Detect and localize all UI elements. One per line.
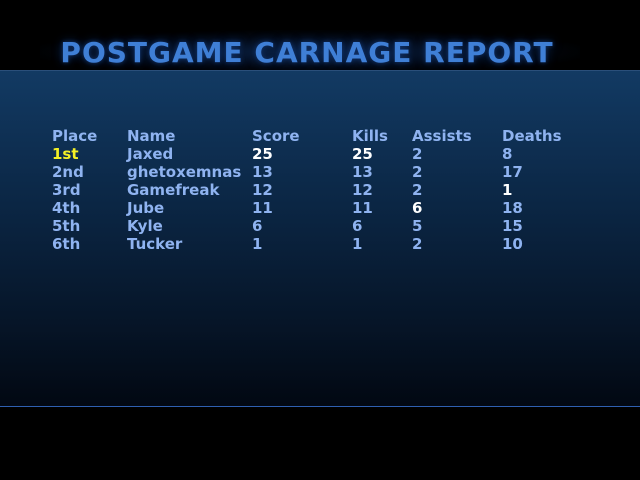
- table-row: 1st Jaxed 25 25 2 8: [52, 145, 612, 163]
- score-cell: 1: [252, 235, 263, 253]
- assists-cell: 2: [412, 181, 423, 199]
- score-cell: 11: [252, 199, 273, 217]
- header-kills: Kills: [352, 127, 388, 145]
- deaths-cell: 17: [502, 163, 523, 181]
- table-header-row: Place Name Score Kills Assists Deaths: [52, 127, 612, 145]
- kills-cell: 1: [352, 235, 363, 253]
- score-cell: 6: [252, 217, 263, 235]
- header-deaths: Deaths: [502, 127, 562, 145]
- kills-cell: 11: [352, 199, 373, 217]
- deaths-cell: 1: [502, 181, 513, 199]
- report-panel: [0, 70, 640, 407]
- header-score: Score: [252, 127, 300, 145]
- score-cell: 13: [252, 163, 273, 181]
- place-cell: 2nd: [52, 163, 84, 181]
- place-cell: 6th: [52, 235, 81, 253]
- deaths-cell: 18: [502, 199, 523, 217]
- carnage-report-table: Place Name Score Kills Assists Deaths 1s…: [52, 127, 612, 253]
- assists-cell: 5: [412, 217, 423, 235]
- table-row: 4th Jube 11 11 6 18: [52, 199, 612, 217]
- table-row: 3rd Gamefreak 12 12 2 1: [52, 181, 612, 199]
- player-name-cell: Jaxed: [127, 145, 174, 163]
- player-name-cell: ghetoxemnas: [127, 163, 242, 181]
- player-name-cell: Gamefreak: [127, 181, 220, 199]
- score-cell: 12: [252, 181, 273, 199]
- table-row: 6th Tucker 1 1 2 10: [52, 235, 612, 253]
- player-name-cell: Jube: [127, 199, 165, 217]
- header-assists: Assists: [412, 127, 472, 145]
- kills-cell: 6: [352, 217, 363, 235]
- assists-cell: 2: [412, 235, 423, 253]
- deaths-cell: 15: [502, 217, 523, 235]
- page-title: POSTGAME CARNAGE REPORT: [60, 36, 554, 69]
- place-cell: 1st: [52, 145, 79, 163]
- assists-cell: 2: [412, 145, 423, 163]
- table-row: 5th Kyle 6 6 5 15: [52, 217, 612, 235]
- assists-cell: 6: [412, 199, 423, 217]
- deaths-cell: 8: [502, 145, 513, 163]
- title-bar: POSTGAME CARNAGE REPORT: [0, 0, 640, 74]
- header-name: Name: [127, 127, 176, 145]
- kills-cell: 25: [352, 145, 373, 163]
- table-row: 2nd ghetoxemnas 13 13 2 17: [52, 163, 612, 181]
- assists-cell: 2: [412, 163, 423, 181]
- kills-cell: 13: [352, 163, 373, 181]
- title-glow: [40, 30, 580, 74]
- place-cell: 5th: [52, 217, 81, 235]
- place-cell: 3rd: [52, 181, 81, 199]
- score-cell: 25: [252, 145, 273, 163]
- player-name-cell: Tucker: [127, 235, 183, 253]
- place-cell: 4th: [52, 199, 81, 217]
- player-name-cell: Kyle: [127, 217, 163, 235]
- kills-cell: 12: [352, 181, 373, 199]
- header-place: Place: [52, 127, 98, 145]
- deaths-cell: 10: [502, 235, 523, 253]
